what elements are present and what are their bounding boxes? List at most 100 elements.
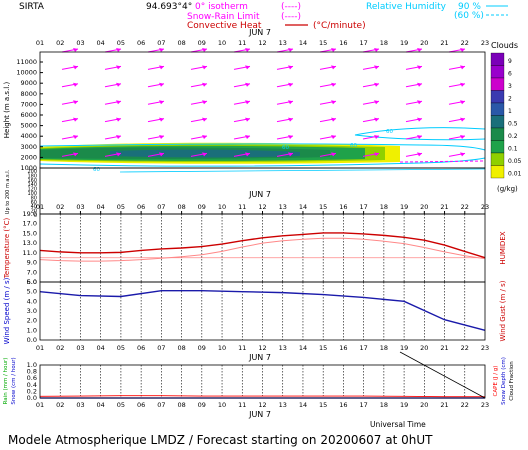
wind-arrowhead <box>288 48 293 52</box>
snow-rain-label: Snow-Rain Limit <box>187 12 260 22</box>
colorbar-swatch <box>490 77 505 91</box>
colorbar-level: 1 <box>508 108 512 115</box>
wind-arrowhead <box>245 100 250 105</box>
precip-tick-label: 1.0 <box>27 361 37 369</box>
colorbar-swatch <box>490 102 505 116</box>
hour-label-temp: 14 <box>299 203 307 211</box>
hour-label-wind: 10 <box>218 344 226 352</box>
humidity-90: 90 % <box>458 2 481 12</box>
hour-label-temp: 03 <box>76 203 84 211</box>
wind-arrowhead <box>202 135 207 139</box>
wind-arrowhead <box>374 152 379 157</box>
hour-label-temp: 11 <box>238 203 246 211</box>
wind-arrowhead <box>202 48 207 52</box>
date-label-precip: JUN 7 <box>248 410 271 419</box>
hour-label-top: 19 <box>400 39 408 47</box>
height-tick-label: 3000 <box>20 143 37 151</box>
hour-label-temp: 21 <box>440 203 448 211</box>
wind-arrowhead <box>331 48 336 52</box>
wind-arrowhead <box>159 117 164 122</box>
temperature-tick-label: 15.0 <box>23 229 37 237</box>
colorbar-level: 3 <box>508 83 512 90</box>
colorbar-level: 6 <box>508 71 512 78</box>
hour-label-top: 18 <box>380 39 388 47</box>
humidity-contour-label: 60 <box>350 143 357 149</box>
footer-title: Modele Atmospherique LMDZ / Forecast sta… <box>8 433 433 447</box>
wind-arrowhead <box>159 82 164 87</box>
height-tick-label: 6000 <box>20 111 37 119</box>
lowheight-tick-label: 120 <box>27 187 37 193</box>
convective-unit: (°C/minute) <box>313 21 366 31</box>
convective-label: Convective Heat <box>187 21 262 31</box>
wind-arrowhead <box>288 65 293 70</box>
humidity-contour-label: 60 <box>93 167 100 173</box>
hour-label-top: 10 <box>218 39 226 47</box>
wind-arrowhead <box>417 100 422 105</box>
wind-arrowhead <box>116 82 121 87</box>
hour-label-temp: 17 <box>359 203 367 211</box>
snow-rain-legend: (----) <box>281 12 301 22</box>
wind-arrowhead <box>245 152 250 157</box>
height-tick-label: 8000 <box>20 90 37 98</box>
hour-label-precip: 15 <box>319 401 327 409</box>
wind-arrowhead <box>331 65 336 70</box>
height-tick-label: 9000 <box>20 79 37 87</box>
hour-label-top: 01 <box>36 39 44 47</box>
wind-arrowhead <box>331 152 336 157</box>
wind-arrowhead <box>288 100 293 105</box>
wind-arrowhead <box>374 82 379 87</box>
temperature-tick-label: 17.0 <box>23 220 37 228</box>
hour-label-temp: 15 <box>319 203 327 211</box>
wind-arrowhead <box>374 135 379 139</box>
humidity-contour-label: 60 <box>386 129 393 135</box>
hour-label-top: 06 <box>137 39 145 47</box>
wind-arrowhead <box>331 117 336 122</box>
colorbar-level: 0.2 <box>508 133 518 140</box>
hour-label-wind: 18 <box>380 344 388 352</box>
lowheight-tick-label: 200 <box>27 169 37 175</box>
hour-label-wind: 07 <box>157 344 165 352</box>
series-line-cape <box>39 395 485 398</box>
hour-label-precip: 05 <box>117 401 125 409</box>
lowheight-axis-label: Up to 200 m a.s.l. <box>5 169 11 214</box>
lowheight-tick-label: 160 <box>27 178 37 184</box>
colorbar-swatch <box>490 165 505 179</box>
hour-label-precip: 16 <box>339 401 347 409</box>
precip-tick-label: 0.8 <box>27 368 37 376</box>
wind-arrowhead <box>460 152 465 157</box>
hour-label-wind: 08 <box>177 344 185 352</box>
wind-arrowhead <box>417 65 422 70</box>
humidity-contour <box>39 143 486 151</box>
wind-arrowhead <box>116 117 121 122</box>
hour-label-top: 09 <box>198 39 206 47</box>
wind-arrowhead <box>374 117 379 122</box>
hour-label-temp: 08 <box>177 203 185 211</box>
wind-arrowhead <box>202 152 207 157</box>
hour-label-wind: 05 <box>117 344 125 352</box>
hour-label-precip: 20 <box>420 401 428 409</box>
humidity-60: (60 %) <box>454 11 484 21</box>
hour-label-wind: 15 <box>319 344 327 352</box>
hour-label-wind: 02 <box>56 344 64 352</box>
hour-label-temp: 04 <box>97 203 105 211</box>
hour-label-temp: 02 <box>56 203 64 211</box>
wind-arrowhead <box>331 135 336 139</box>
cloud-fraction-line <box>399 351 486 399</box>
colorbar-level: 0.05 <box>508 158 522 165</box>
humidity-label: Relative Humidity <box>366 2 447 12</box>
hour-label-top: 16 <box>339 39 347 47</box>
temperature-axis-label: Temperature (°C) <box>3 218 11 280</box>
wind-arrowhead <box>202 117 207 122</box>
wind-arrowhead <box>460 117 465 122</box>
colorbar-level: 0.1 <box>508 146 518 153</box>
hour-label-precip: 12 <box>258 401 266 409</box>
precip-tick-label: 0.0 <box>27 394 37 402</box>
height-tick-label: 7000 <box>20 100 37 108</box>
hour-label-top: 22 <box>461 39 469 47</box>
wind-tick-label: 4.0 <box>27 297 37 305</box>
hour-label-top: 15 <box>319 39 327 47</box>
series-line-humidex <box>39 237 486 262</box>
colorbar-swatch <box>490 127 505 141</box>
hour-label-wind: 11 <box>238 344 246 352</box>
